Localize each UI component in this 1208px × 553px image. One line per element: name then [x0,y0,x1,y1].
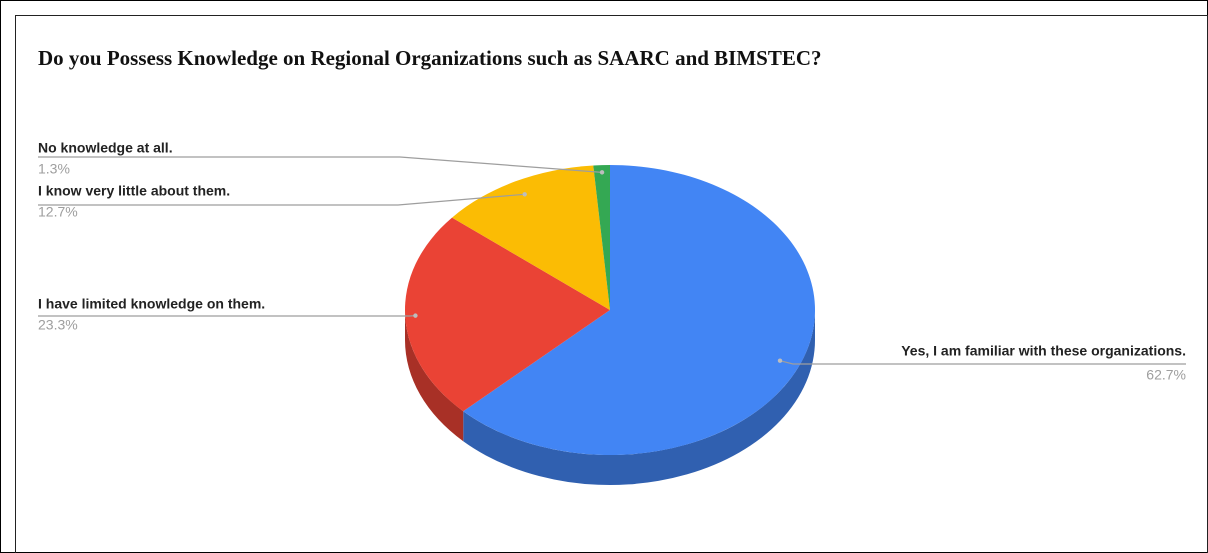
leader-line [38,193,525,206]
leader-dot [413,313,418,318]
slice-value-label: 62.7% [1146,367,1186,383]
slice [405,217,610,412]
slice [452,165,610,310]
leader-line [38,156,603,173]
leader-dot [777,358,783,363]
slice-label: Yes, I am familiar with these organizati… [901,343,1186,359]
slice-label: I know very little about them. [38,183,230,199]
slice [463,165,816,455]
slice-side [463,310,815,485]
leader-line [779,360,1186,365]
slice-value-label: 1.3% [38,161,70,177]
chart-title: Do you Possess Knowledge on Regional Org… [38,46,822,70]
slice-value-label: 23.3% [38,317,78,333]
slice-side [405,310,464,442]
leader-dot [522,192,527,197]
slice-label: No knowledge at all. [38,140,173,156]
leader-dot [599,170,605,175]
slice-value-label: 12.7% [38,204,78,220]
slice-label: I have limited knowledge on them. [38,296,265,312]
slice [593,165,610,310]
